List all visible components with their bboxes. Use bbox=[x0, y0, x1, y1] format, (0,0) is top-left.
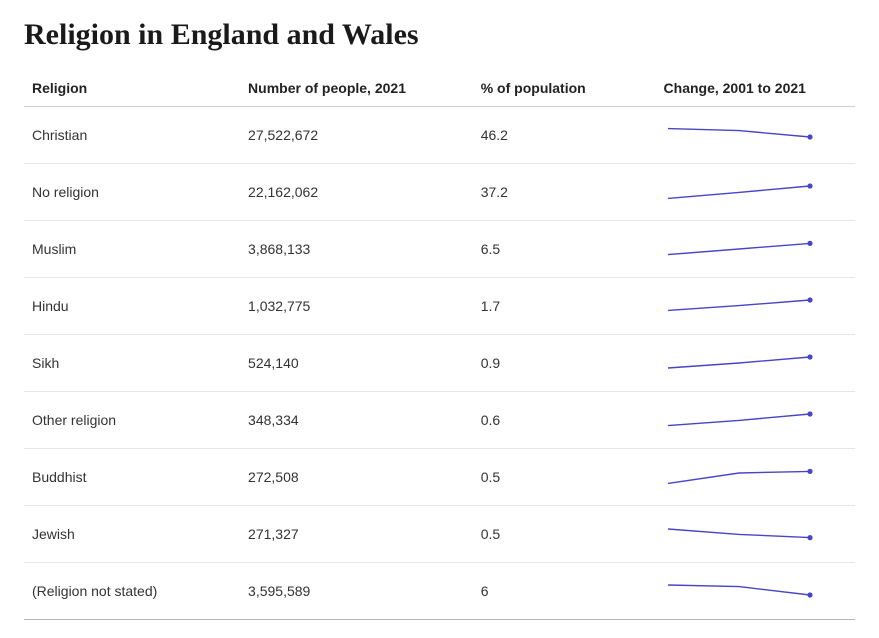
table-row: Sikh524,1400.9 bbox=[24, 335, 855, 392]
cell-pct: 6 bbox=[473, 563, 656, 620]
cell-religion: (Religion not stated) bbox=[24, 563, 240, 620]
sparkline-end-dot bbox=[807, 535, 812, 540]
col-header-pct: % of population bbox=[473, 70, 656, 107]
table-row: Buddhist272,5080.5 bbox=[24, 449, 855, 506]
cell-number: 22,162,062 bbox=[240, 164, 473, 221]
cell-religion: Other religion bbox=[24, 392, 240, 449]
sparkline-end-dot bbox=[807, 297, 812, 302]
sparkline-path bbox=[668, 471, 810, 483]
cell-sparkline bbox=[656, 221, 855, 278]
cell-religion: Jewish bbox=[24, 506, 240, 563]
cell-sparkline bbox=[656, 107, 855, 164]
sparkline bbox=[664, 463, 814, 491]
sparkline-end-dot bbox=[807, 134, 812, 139]
sparkline bbox=[664, 406, 814, 434]
sparkline bbox=[664, 178, 814, 206]
table-row: No religion22,162,06237.2 bbox=[24, 164, 855, 221]
cell-sparkline bbox=[656, 449, 855, 506]
col-header-number: Number of people, 2021 bbox=[240, 70, 473, 107]
cell-number: 271,327 bbox=[240, 506, 473, 563]
sparkline-end-dot bbox=[807, 592, 812, 597]
sparkline-end-dot bbox=[807, 354, 812, 359]
sparkline-end-dot bbox=[807, 411, 812, 416]
cell-religion: Christian bbox=[24, 107, 240, 164]
cell-number: 272,508 bbox=[240, 449, 473, 506]
cell-sparkline bbox=[656, 164, 855, 221]
sparkline bbox=[664, 577, 814, 605]
cell-number: 3,868,133 bbox=[240, 221, 473, 278]
table-row: Christian27,522,67246.2 bbox=[24, 107, 855, 164]
sparkline-end-dot bbox=[807, 183, 812, 188]
cell-religion: Sikh bbox=[24, 335, 240, 392]
col-header-religion: Religion bbox=[24, 70, 240, 107]
cell-pct: 37.2 bbox=[473, 164, 656, 221]
cell-pct: 6.5 bbox=[473, 221, 656, 278]
cell-religion: Buddhist bbox=[24, 449, 240, 506]
sparkline bbox=[664, 292, 814, 320]
sparkline bbox=[664, 520, 814, 548]
sparkline-path bbox=[668, 585, 810, 595]
col-header-change: Change, 2001 to 2021 bbox=[656, 70, 855, 107]
cell-number: 3,595,589 bbox=[240, 563, 473, 620]
sparkline bbox=[664, 349, 814, 377]
cell-religion: Muslim bbox=[24, 221, 240, 278]
sparkline-path bbox=[668, 300, 810, 310]
sparkline bbox=[664, 121, 814, 149]
sparkline-end-dot bbox=[807, 469, 812, 474]
sparkline bbox=[664, 235, 814, 263]
cell-sparkline bbox=[656, 506, 855, 563]
table-header-row: Religion Number of people, 2021 % of pop… bbox=[24, 70, 855, 107]
table-row: Jewish271,3270.5 bbox=[24, 506, 855, 563]
table-row: Other religion348,3340.6 bbox=[24, 392, 855, 449]
sparkline-path bbox=[668, 414, 810, 426]
cell-pct: 0.6 bbox=[473, 392, 656, 449]
page-title: Religion in England and Wales bbox=[24, 18, 855, 52]
sparkline-path bbox=[668, 243, 810, 254]
cell-sparkline bbox=[656, 563, 855, 620]
table-row: Muslim3,868,1336.5 bbox=[24, 221, 855, 278]
sparkline-path bbox=[668, 129, 810, 137]
table-row: (Religion not stated)3,595,5896 bbox=[24, 563, 855, 620]
cell-number: 1,032,775 bbox=[240, 278, 473, 335]
religion-table: Religion Number of people, 2021 % of pop… bbox=[24, 70, 855, 620]
cell-pct: 1.7 bbox=[473, 278, 656, 335]
table-row: Hindu1,032,7751.7 bbox=[24, 278, 855, 335]
cell-number: 27,522,672 bbox=[240, 107, 473, 164]
cell-sparkline bbox=[656, 278, 855, 335]
sparkline-end-dot bbox=[807, 241, 812, 246]
cell-pct: 0.5 bbox=[473, 506, 656, 563]
cell-number: 348,334 bbox=[240, 392, 473, 449]
cell-religion: No religion bbox=[24, 164, 240, 221]
cell-religion: Hindu bbox=[24, 278, 240, 335]
cell-pct: 0.9 bbox=[473, 335, 656, 392]
cell-pct: 0.5 bbox=[473, 449, 656, 506]
cell-sparkline bbox=[656, 392, 855, 449]
cell-sparkline bbox=[656, 335, 855, 392]
cell-pct: 46.2 bbox=[473, 107, 656, 164]
sparkline-path bbox=[668, 529, 810, 538]
cell-number: 524,140 bbox=[240, 335, 473, 392]
sparkline-path bbox=[668, 186, 810, 198]
sparkline-path bbox=[668, 357, 810, 368]
